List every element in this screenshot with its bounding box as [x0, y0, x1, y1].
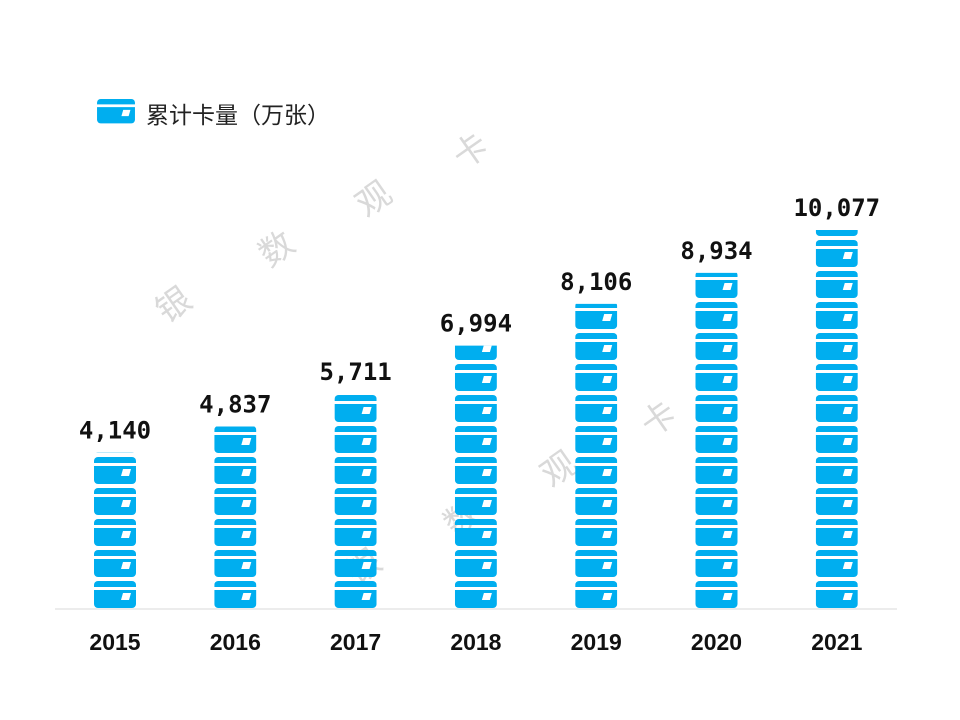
data-label: 5,711 [319, 358, 391, 386]
bar-2016 [214, 426, 257, 608]
bar-2017 [334, 395, 377, 608]
bar-2020 [695, 272, 738, 608]
bar-2018 [454, 345, 497, 608]
legend: 累计卡量（万张） [96, 96, 330, 130]
bar-2019 [575, 303, 618, 608]
x-tick-label: 2019 [571, 629, 622, 655]
data-label: 8,934 [680, 237, 752, 265]
data-label: 6,994 [440, 310, 512, 338]
x-tick-label: 2018 [450, 629, 501, 655]
bar-2015 [94, 452, 136, 608]
data-label: 4,140 [79, 417, 151, 445]
data-label: 8,106 [560, 268, 632, 296]
legend-label: 累计卡量（万张） [146, 103, 330, 129]
x-tick-label: 2020 [691, 629, 742, 655]
x-tick-label: 2021 [811, 629, 862, 655]
data-label: 10,077 [793, 194, 880, 222]
data-label: 4,837 [199, 391, 271, 419]
x-tick-label: 2017 [330, 629, 381, 655]
bank-card-icon [97, 99, 135, 124]
x-tick-label: 2016 [210, 629, 261, 655]
x-tick-label: 2015 [89, 629, 140, 655]
bar-2021 [815, 230, 858, 608]
